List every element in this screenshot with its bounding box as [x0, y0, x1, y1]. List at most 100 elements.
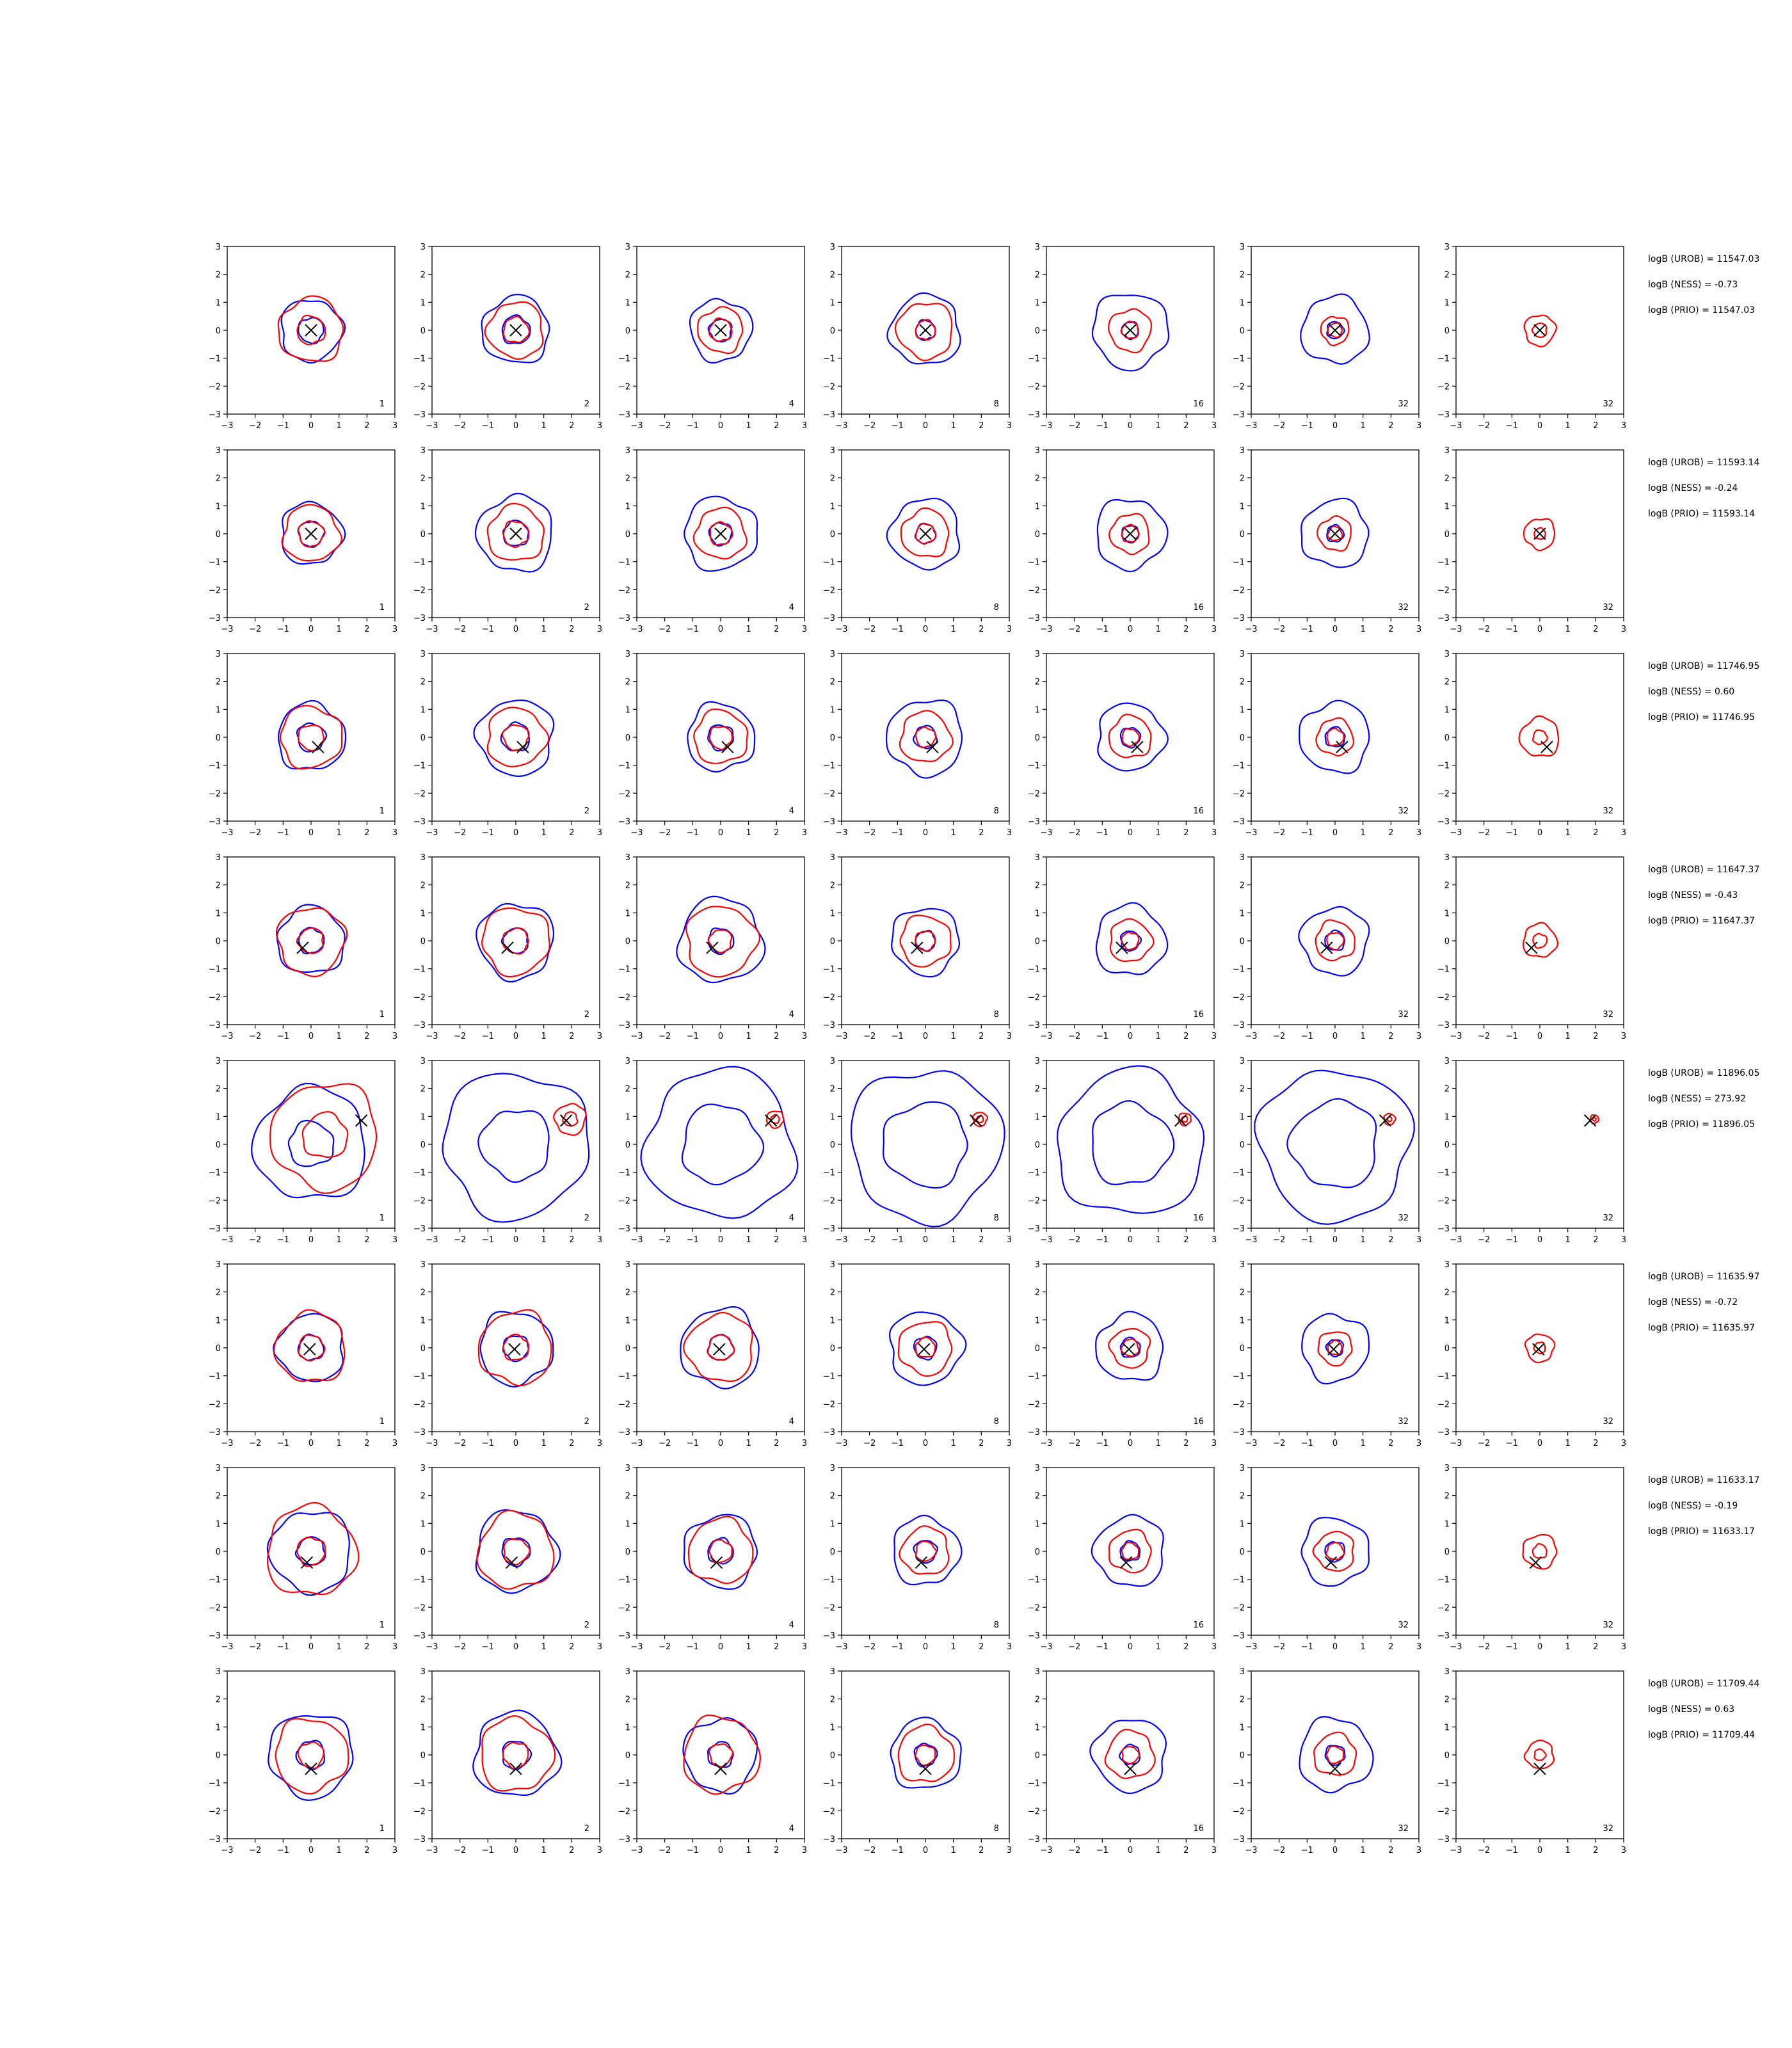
panel-number-label: 32 — [1603, 1417, 1613, 1427]
true-value-marker — [508, 1343, 521, 1356]
x-tick-label: 0 — [718, 1642, 723, 1652]
blue-contour — [1299, 1716, 1374, 1794]
x-tick-label: 3 — [1621, 1235, 1626, 1245]
x-tick-label: −3 — [1040, 1032, 1052, 1041]
logb-annotation: logB (UROB) = 11633.17 — [1648, 1475, 1759, 1485]
x-tick-label: −2 — [454, 1235, 466, 1245]
panel-r7-c5: −3−3 −2 −2 −1 −1 0 0 1 1 2 2 3 3 16 — [1028, 1464, 1217, 1652]
blue-contour — [1300, 1516, 1370, 1587]
panel-r6-c1: −3−3 −2 −2 −1 −1 0 0 1 1 2 2 3 3 1 — [209, 1260, 397, 1448]
x-tick-label: −3 — [1245, 1846, 1257, 1855]
logb-annotation: logB (NESS) = 0.60 — [1648, 687, 1734, 697]
x-tick-label: −3 — [1450, 1846, 1462, 1855]
y-tick-label: 3 — [625, 650, 630, 659]
x-tick-label: −3 — [630, 1032, 643, 1041]
x-tick-label: 1 — [1156, 1846, 1161, 1855]
x-tick-label: 1 — [1361, 1439, 1366, 1448]
y-tick-label: 1 — [1240, 298, 1245, 308]
true-value-marker — [296, 941, 309, 954]
red-contour — [693, 708, 748, 764]
x-tick-label: 3 — [1416, 421, 1421, 431]
panel-r8-c4: −3−3 −2 −2 −1 −1 0 0 1 1 2 2 3 3 8 — [823, 1667, 1012, 1855]
y-tick-label: 1 — [1444, 1112, 1450, 1122]
y-tick-label: 1 — [830, 1723, 835, 1732]
x-tick-label: −1 — [482, 1846, 494, 1855]
blue-contour — [1095, 902, 1169, 975]
x-tick-label: 0 — [308, 1846, 314, 1855]
y-tick-label: −2 — [413, 382, 426, 392]
x-tick-label: 0 — [513, 421, 518, 431]
true-value-marker — [1131, 740, 1144, 753]
blue-contour — [676, 895, 766, 984]
blue-contour — [442, 1073, 590, 1223]
panel-frame — [227, 1670, 396, 1839]
x-tick-label: 0 — [1128, 421, 1133, 431]
y-tick-label: −2 — [1028, 789, 1040, 799]
y-tick-label: −3 — [209, 1021, 221, 1030]
x-tick-label: 1 — [337, 421, 342, 431]
red-contour — [484, 301, 544, 360]
x-tick-label: −1 — [1506, 421, 1518, 431]
x-tick-label: −3 — [221, 625, 233, 634]
x-tick-label: 3 — [597, 1642, 602, 1652]
y-tick-label: −2 — [209, 993, 221, 1002]
red-contour — [1315, 919, 1356, 962]
y-tick-label: 1 — [216, 298, 221, 308]
y-tick-label: −3 — [618, 1428, 630, 1437]
x-tick-label: 3 — [1416, 1642, 1421, 1652]
y-tick-label: 3 — [1240, 1464, 1245, 1473]
x-tick-label: −2 — [454, 625, 466, 634]
blue-contour — [251, 1082, 365, 1199]
y-tick-label: 3 — [1240, 243, 1245, 252]
y-tick-label: 1 — [1240, 1316, 1245, 1325]
x-tick-label: −2 — [863, 1032, 876, 1041]
y-tick-label: −3 — [413, 1021, 426, 1030]
blue-contour — [890, 1716, 962, 1789]
x-tick-label: 2 — [979, 1235, 984, 1245]
x-tick-label: −2 — [454, 828, 466, 838]
true-value-marker — [355, 1114, 368, 1127]
x-tick-label: −1 — [277, 828, 289, 838]
y-tick-label: 2 — [216, 1288, 221, 1298]
x-tick-label: −2 — [1273, 828, 1285, 838]
x-tick-label: 1 — [951, 1235, 956, 1245]
y-tick-label: 1 — [1240, 1112, 1245, 1122]
y-tick-label: 1 — [1035, 909, 1040, 918]
y-tick-label: −3 — [1233, 817, 1245, 827]
panel-r2-c6: −3−3 −2 −2 −1 −1 0 0 1 1 2 2 3 3 32 — [1233, 446, 1421, 634]
y-tick-label: 0 — [830, 1344, 835, 1354]
blue-contour — [280, 300, 346, 364]
panel-number-label: 4 — [789, 1213, 794, 1223]
x-tick-label: 2 — [1388, 625, 1393, 634]
y-tick-label: −2 — [1437, 993, 1450, 1002]
x-tick-label: −2 — [659, 625, 671, 634]
y-tick-label: 2 — [830, 1695, 835, 1705]
y-tick-label: 1 — [420, 502, 426, 511]
true-value-marker — [926, 740, 939, 753]
blue-contour — [640, 1066, 799, 1219]
x-tick-label: 3 — [802, 1642, 807, 1652]
x-tick-label: −3 — [630, 1235, 643, 1245]
logb-annotation: logB (PRIO) = 11593.14 — [1648, 509, 1755, 519]
y-tick-label: −3 — [1437, 1631, 1450, 1641]
x-tick-label: −2 — [454, 1032, 466, 1041]
red-contour — [502, 1741, 529, 1770]
y-tick-label: 0 — [420, 1548, 426, 1557]
x-tick-label: 3 — [1007, 421, 1012, 431]
y-tick-label: −3 — [413, 1428, 426, 1437]
y-tick-label: 0 — [420, 1140, 426, 1150]
panel-frame — [1046, 653, 1215, 822]
panel-number-label: 4 — [789, 1620, 794, 1630]
logb-annotation: logB (NESS) = -0.24 — [1648, 483, 1738, 493]
red-contour — [894, 303, 953, 362]
true-value-marker — [1324, 1556, 1338, 1569]
x-tick-label: 3 — [392, 1032, 397, 1041]
panel-frame — [227, 1467, 396, 1636]
panel-frame — [636, 1670, 805, 1839]
y-tick-label: 2 — [1240, 1695, 1245, 1705]
y-tick-label: −1 — [1437, 558, 1450, 568]
x-tick-label: 1 — [746, 828, 751, 838]
y-tick-label: 1 — [625, 1723, 630, 1732]
blue-contour — [1254, 1069, 1415, 1225]
true-value-marker — [919, 1763, 932, 1775]
